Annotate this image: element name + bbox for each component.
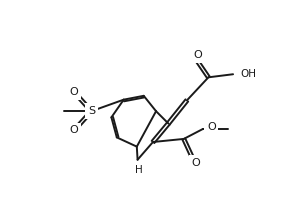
Text: O: O	[192, 158, 200, 168]
Text: O: O	[69, 87, 78, 97]
Text: O: O	[69, 125, 78, 135]
Text: O: O	[193, 50, 202, 60]
Text: O: O	[207, 122, 216, 132]
Text: S: S	[88, 106, 95, 116]
Text: H: H	[135, 165, 143, 175]
Text: OH: OH	[241, 69, 257, 79]
